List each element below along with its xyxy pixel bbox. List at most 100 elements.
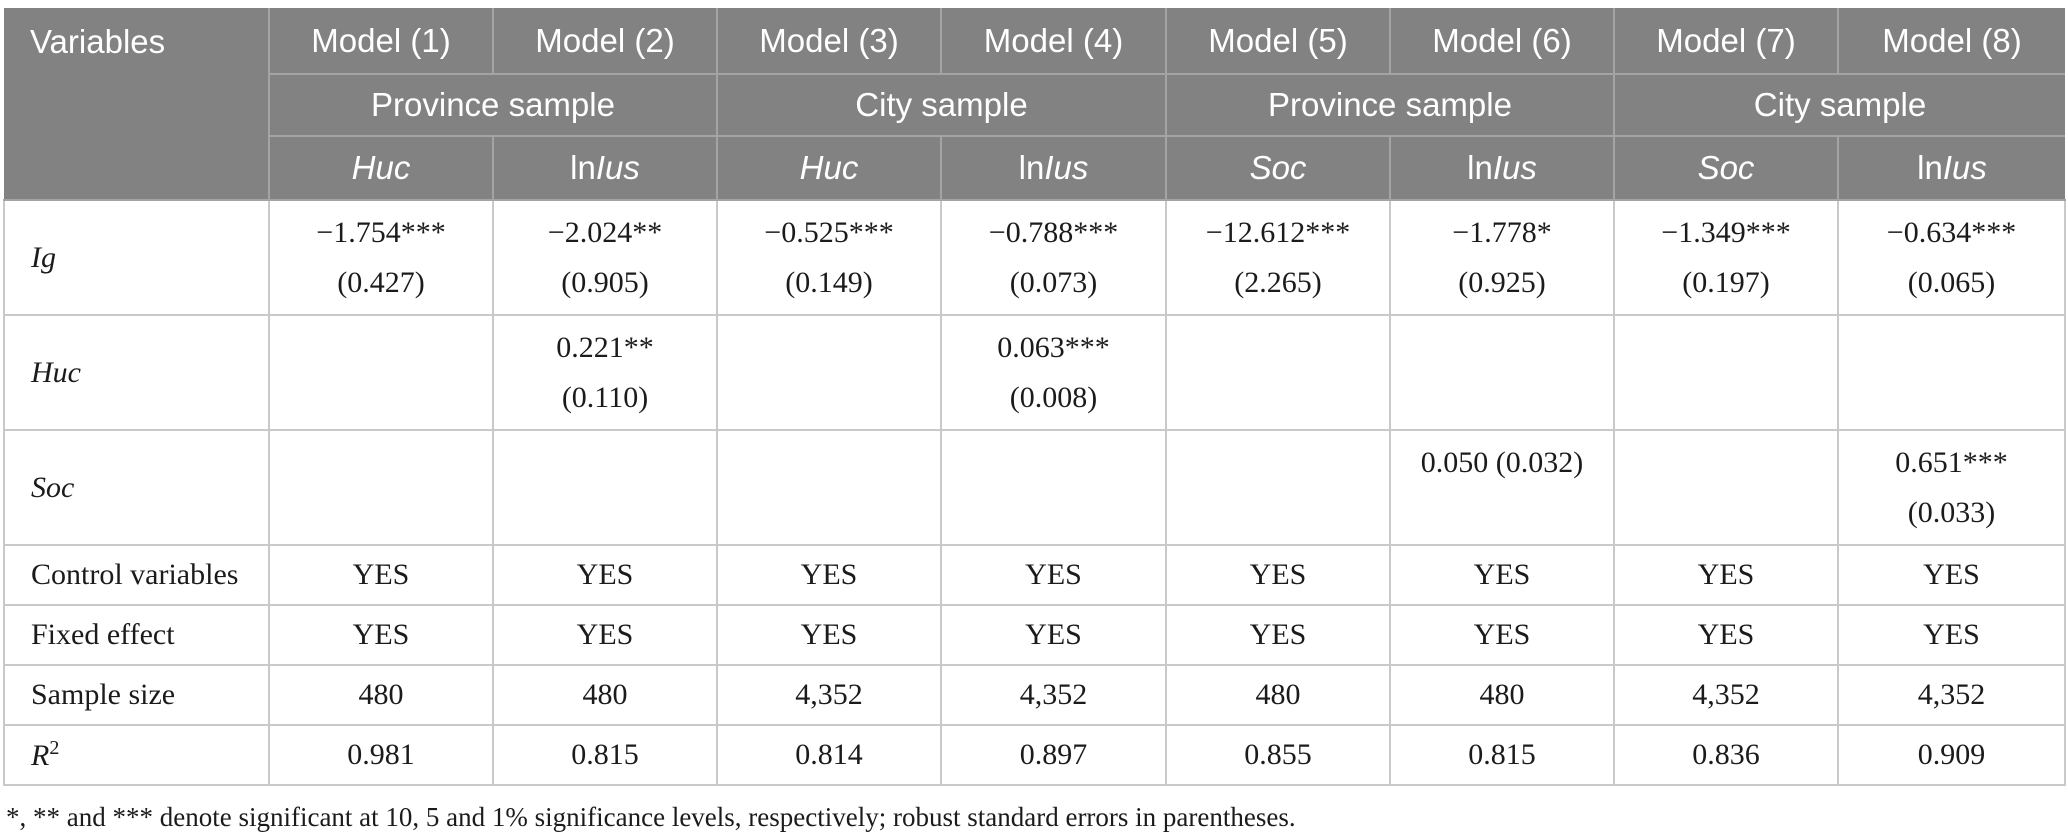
header-row-depvars: Huc lnIus Huc lnIus Soc lnIus Soc lnIus [4, 135, 2065, 201]
coef-cell: −1.349*** (0.197) [1613, 199, 1839, 316]
value-cell: YES [940, 544, 1167, 606]
coef-cell [1613, 429, 1839, 546]
header-depvar-4: lnIus [940, 135, 1167, 201]
header-sample-group-3: Province sample [1165, 73, 1615, 137]
value-cell: 0.814 [716, 724, 942, 786]
value-cell: YES [940, 604, 1167, 666]
table-row-fixed-effect: Fixed effect YES YES YES YES YES YES YES YES [3, 604, 2066, 666]
header-sample-group-2: City sample [716, 73, 1167, 137]
coef-value [270, 329, 492, 366]
value-cell: YES [1165, 604, 1391, 666]
coef-se [718, 379, 940, 416]
table-row-ig: Ig −1.754*** (0.427) −2.024** (0.905) −0.525*… [3, 199, 2066, 316]
depvar-name: Ius [1044, 149, 1089, 186]
coef-cell: 0.063*** (0.008) [940, 314, 1167, 431]
value-cell: 0.815 [492, 724, 718, 786]
coef-value: 0.050 (0.032) [1420, 446, 1584, 480]
value-cell: 4,352 [716, 664, 942, 726]
coef-se [718, 494, 940, 531]
table-row-sample-size: Sample size 480 480 4,352 4,352 480 480 4,352 4,… [3, 664, 2066, 726]
coef-se: (0.110) [561, 380, 649, 414]
header-model-8: Model (8) [1837, 8, 2065, 75]
header-depvar-6: lnIus [1389, 135, 1615, 201]
depvar-name: Huc [351, 149, 411, 186]
row-label-control-variables: Control variables [3, 544, 270, 606]
header-row-samples: Province sample City sample Province sam… [4, 73, 2065, 137]
coef-se: (0.149) [785, 265, 873, 299]
coef-se: (0.033) [1907, 495, 1996, 529]
coef-value: −0.525*** [764, 216, 894, 250]
coef-se: (0.427) [337, 265, 425, 299]
coef-cell: −0.788*** (0.073) [940, 199, 1167, 316]
table-body: Ig −1.754*** (0.427) −2.024** (0.905) −0.525*… [3, 199, 2066, 786]
value-cell: 0.836 [1613, 724, 1839, 786]
coef-value [1839, 329, 2064, 366]
header-model-2: Model (2) [492, 8, 718, 75]
coef-se [494, 494, 716, 531]
coef-cell [940, 429, 1167, 546]
coef-value [718, 329, 940, 366]
header-model-3: Model (3) [716, 8, 942, 75]
coef-value: −0.634*** [1886, 216, 2017, 250]
coef-value [1167, 329, 1389, 366]
regression-results-table: Variables Model (1) Model (2) Model (3) … [3, 8, 2066, 786]
depvar-name: Ius [1492, 149, 1537, 186]
value-cell: YES [492, 544, 718, 606]
coef-cell: 0.050 (0.032) [1389, 429, 1615, 546]
value-cell: YES [1613, 544, 1839, 606]
depvar-name: Huc [799, 149, 859, 186]
coef-cell: −0.634*** (0.065) [1837, 199, 2066, 316]
row-label-huc: Huc [3, 314, 270, 431]
value-cell: 4,352 [1837, 664, 2066, 726]
coef-cell [716, 314, 942, 431]
value-cell: YES [1837, 604, 2066, 666]
coef-se: (0.008) [1009, 380, 1098, 414]
value-cell: 0.897 [940, 724, 1167, 786]
value-cell: YES [716, 544, 942, 606]
coef-value: −12.612*** [1205, 216, 1351, 250]
header-variables-label: Variables [4, 8, 270, 201]
coef-cell: −2.024** (0.905) [492, 199, 718, 316]
coef-value: −2.024** [547, 216, 663, 250]
row-label-fixed-effect: Fixed effect [3, 604, 270, 666]
value-cell: YES [1389, 604, 1615, 666]
coef-se: (0.073) [1009, 265, 1098, 299]
table-footnote: *, ** and *** denote significant at 10, … [6, 802, 1296, 832]
coef-value [1615, 444, 1837, 481]
coef-value [1167, 444, 1389, 481]
coef-value: −1.349*** [1661, 216, 1791, 250]
header-depvar-5: Soc [1165, 135, 1391, 201]
value-cell: 4,352 [940, 664, 1167, 726]
coef-value: −0.788*** [988, 216, 1119, 250]
coef-cell [716, 429, 942, 546]
depvar-name: Ius [595, 149, 640, 186]
coef-se: (2.265) [1234, 265, 1322, 299]
coef-se: (0.065) [1907, 265, 1996, 299]
depvar-prefix: ln [1018, 149, 1045, 186]
depvar-prefix: ln [1917, 149, 1943, 186]
depvar-prefix: ln [570, 149, 596, 186]
value-cell: YES [268, 544, 494, 606]
coef-se [1167, 379, 1389, 416]
coef-value: −1.778* [1452, 216, 1552, 250]
value-cell: 0.909 [1837, 724, 2066, 786]
coef-se [270, 379, 492, 416]
value-cell: 480 [268, 664, 494, 726]
coef-value: −1.754*** [316, 216, 446, 250]
coef-se [1615, 494, 1837, 531]
header-sample-group-1: Province sample [269, 73, 718, 137]
coef-value [1391, 329, 1613, 366]
header-depvar-8: lnIus [1837, 135, 2065, 201]
coef-se: (0.925) [1458, 265, 1546, 299]
coef-value [270, 444, 492, 481]
header-depvar-7: Soc [1613, 135, 1839, 201]
depvar-name: Soc [1249, 149, 1307, 186]
header-model-1: Model (1) [268, 8, 494, 75]
value-cell: 480 [1389, 664, 1615, 726]
coef-value [1615, 329, 1837, 366]
value-cell: 0.815 [1389, 724, 1615, 786]
value-cell: YES [1165, 544, 1391, 606]
header-model-6: Model (6) [1389, 8, 1615, 75]
coef-se: (0.905) [561, 265, 649, 299]
coef-se: (0.197) [1682, 265, 1770, 299]
